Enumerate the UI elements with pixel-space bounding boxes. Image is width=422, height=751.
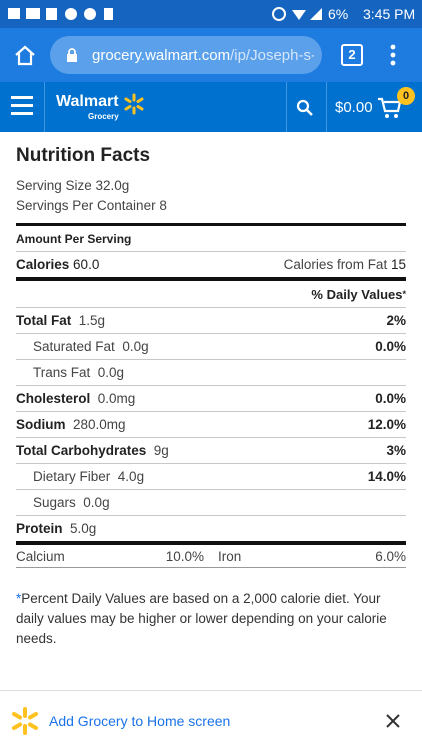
divider — [286, 82, 287, 132]
rule — [16, 277, 406, 281]
nutrient-name: Trans Fat — [33, 365, 91, 380]
url: grocery.walmart.com/ip/Joseph-s-I — [92, 47, 314, 64]
cart-count: 0 — [402, 90, 410, 102]
nutrient-name: Total Carbohydrates — [16, 443, 147, 458]
close-button[interactable] — [386, 714, 400, 728]
mineral-daily-value: 10.0% — [165, 548, 204, 564]
footnote-text: Percent Daily Values are based on a 2,00… — [16, 591, 387, 646]
site-header: Walmart Grocery $0.00 0 — [0, 82, 422, 132]
nutrient-name: Saturated Fat — [33, 339, 115, 354]
browser-toolbar: grocery.walmart.com/ip/Joseph-s-I 2 — [0, 28, 422, 82]
divider — [44, 82, 45, 132]
mineral-daily-value: 6.0% — [375, 548, 406, 564]
cart-badge: 0 — [397, 87, 415, 105]
nutrient-amount: 9g — [153, 443, 169, 458]
nutrient-name: Protein — [16, 521, 63, 536]
sub-brand: Grocery — [88, 112, 119, 121]
nutrient-amount: 1.5g — [78, 313, 106, 328]
spark-icon — [12, 707, 38, 735]
nutrient-amount: 0.0g — [97, 365, 125, 380]
nutrient-row: Cholesterol 0.0mg 0.0% — [16, 386, 406, 412]
menu-button[interactable] — [389, 43, 397, 67]
search-button[interactable] — [296, 99, 314, 117]
nutrient-amount: 280.0mg — [73, 417, 126, 432]
rule — [16, 541, 406, 545]
notification-icons — [8, 8, 113, 20]
lock-icon — [67, 48, 77, 62]
calories-label: Calories — [16, 257, 70, 272]
daily-values-header-row: % Daily Values * — [16, 281, 406, 308]
daily-value: 0.0% — [375, 339, 406, 354]
clock: 3:45 PM — [363, 6, 416, 22]
serving-size: Serving Size 32.0g — [16, 178, 130, 193]
mineral-name: Iron — [218, 548, 242, 564]
spark-logo — [124, 93, 144, 115]
nutrient-name: Sugars — [33, 495, 76, 510]
tab-switcher[interactable]: 2 — [341, 44, 363, 66]
amount-per-serving: Amount Per Serving — [16, 231, 132, 246]
nutrient-name: Sodium — [16, 417, 66, 432]
nutrient-row: Saturated Fat 0.0g 0.0% — [16, 334, 406, 360]
system-icons — [272, 7, 322, 21]
url-path: /ip/Joseph-s-I — [230, 47, 314, 64]
daily-value: 0.0% — [375, 391, 406, 406]
calories-row: Calories 60.0 Calories from Fat 15 — [16, 252, 406, 277]
daily-value: 3% — [386, 443, 406, 458]
brand[interactable]: Walmart — [56, 93, 119, 110]
calories-from-fat-value: 15 — [390, 257, 406, 272]
footnote-marker: * — [16, 591, 22, 606]
daily-value: 12.0% — [367, 417, 406, 432]
nutrient-row: Trans Fat 0.0g — [16, 360, 406, 386]
calories-from-fat-label: Calories from Fat — [283, 257, 388, 272]
mineral: Calcium 10.0% — [16, 549, 204, 564]
servings-per-container: Servings Per Container 8 — [16, 198, 167, 213]
cart-icon[interactable] — [377, 96, 403, 120]
minerals-row: Calcium 10.0% Iron 6.0% — [16, 545, 406, 568]
nutrient-amount: 0.0g — [83, 495, 110, 510]
nutrient-name: Total Fat — [16, 313, 72, 328]
nutrient-row: Total Carbohydrates 9g 3% — [16, 438, 406, 464]
tab-count: 2 — [348, 47, 356, 62]
cart-total[interactable]: $0.00 — [335, 99, 373, 116]
panel-title: Nutrition Facts — [16, 145, 151, 166]
divider — [326, 82, 327, 132]
hamburger-menu[interactable] — [11, 95, 35, 117]
nutrient-amount: 4.0g — [117, 469, 145, 484]
nutrient-row: Dietary Fiber 4.0g 14.0% — [16, 464, 406, 490]
daily-value: 14.0% — [367, 469, 406, 484]
mineral: Iron 6.0% — [204, 549, 406, 564]
rule — [16, 223, 406, 226]
nutrition-panel: Nutrition Facts Serving Size 32.0g Servi… — [16, 132, 406, 649]
url-host: grocery.walmart.com — [92, 47, 231, 64]
calories-value: 60.0 — [73, 257, 100, 272]
home-button[interactable] — [13, 44, 37, 66]
nutrient-amount: 0.0g — [122, 339, 149, 354]
nutrient-row: Sodium 280.0mg 12.0% — [16, 412, 406, 438]
nutrient-row: Total Fat 1.5g 2% — [16, 308, 406, 334]
amount-row: Amount Per Serving — [16, 226, 406, 252]
mineral-name: Calcium — [16, 548, 65, 564]
footnote: *Percent Daily Values are based on a 2,0… — [16, 589, 406, 649]
nutrient-row: Sugars 0.0g — [16, 490, 406, 516]
status-bar: 6% 3:45 PM — [0, 0, 422, 28]
address-bar[interactable]: grocery.walmart.com/ip/Joseph-s-I — [50, 36, 322, 74]
daily-value: 2% — [386, 313, 406, 328]
battery-level: 6% — [328, 6, 349, 22]
nutrient-name: Cholesterol — [16, 391, 91, 406]
daily-values-marker: * — [402, 289, 406, 299]
daily-values-header: % Daily Values — [311, 286, 403, 302]
nutrient-row: Protein 5.0g — [16, 516, 406, 541]
add-to-home-link[interactable]: Add Grocery to Home screen — [49, 713, 231, 729]
nutrient-amount: 0.0mg — [97, 391, 136, 406]
nutrient-name: Dietary Fiber — [33, 469, 111, 484]
nutrient-rows: Total Fat 1.5g 2% Saturated Fat 0.0g 0.0% Tr… — [16, 308, 406, 541]
add-to-home-banner: Add Grocery to Home screen — [0, 690, 422, 751]
nutrient-amount: 5.0g — [70, 521, 97, 536]
